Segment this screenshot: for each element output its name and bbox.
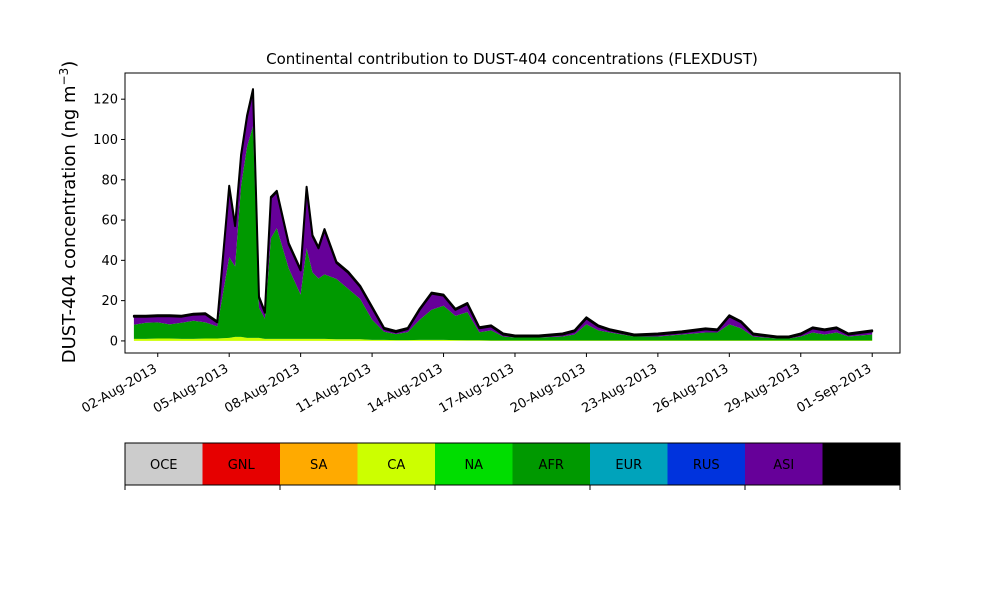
y-tick-label: 0 <box>110 334 118 349</box>
series-area-afr <box>133 126 873 341</box>
series-area-aus <box>132 88 874 339</box>
legend-label-na: NA <box>464 458 483 473</box>
y-tick-label: 100 <box>93 133 118 148</box>
chart-title: Continental contribution to DUST-404 con… <box>266 50 758 68</box>
legend-label-asi: ASI <box>773 458 794 473</box>
x-tick-label: 01-Sep-2013 <box>794 361 874 416</box>
legend-label-aus: AUS <box>848 458 875 473</box>
x-tick-label: 29-Aug-2013 <box>722 361 802 416</box>
y-axis-label-text: DUST-404 concentration (ng m <box>59 85 80 363</box>
y-tick-label: 80 <box>101 173 118 188</box>
legend-swatch-eur <box>590 443 668 485</box>
area-layers <box>132 88 874 341</box>
legend-label-rus: RUS <box>693 458 720 473</box>
x-tick-label: 11-Aug-2013 <box>294 361 374 416</box>
y-axis-label: DUST-404 concentration (ng m−3) <box>57 61 80 364</box>
y-tick-label: 20 <box>101 294 118 309</box>
series-area-ca <box>133 336 873 341</box>
y-axis-label-unit-exponent: −3 <box>57 68 71 86</box>
legend-label-gnl: GNL <box>228 458 256 473</box>
legend-label-eur: EUR <box>615 458 642 473</box>
y-tick-label: 60 <box>101 214 118 229</box>
x-tick-label: 26-Aug-2013 <box>651 361 731 416</box>
x-tick-label: 08-Aug-2013 <box>222 361 302 416</box>
x-tick-label: 05-Aug-2013 <box>151 361 231 416</box>
legend: OCE GNL SA CA NA AFR EUR RUS ASI AUS <box>124 442 901 490</box>
legend-swatch-oce <box>125 443 203 485</box>
legend-swatch-asi <box>745 443 823 485</box>
y-axis: 0 20 40 60 80 100 120 <box>93 93 125 349</box>
legend-swatch-aus <box>822 443 901 485</box>
x-tick-label: 17-Aug-2013 <box>437 361 517 416</box>
y-tick-label: 40 <box>101 254 118 269</box>
legend-label-oce: OCE <box>150 458 178 473</box>
legend-swatch-ca <box>357 443 436 485</box>
legend-swatch-rus <box>667 443 746 485</box>
x-tick-label: 23-Aug-2013 <box>580 361 660 416</box>
x-tick-label: 14-Aug-2013 <box>365 361 445 416</box>
x-axis: 02-Aug-201305-Aug-201308-Aug-201311-Aug-… <box>79 353 874 417</box>
legend-label-afr: AFR <box>539 458 564 473</box>
legend-frame <box>124 442 901 486</box>
legend-swatch-sa <box>280 443 358 485</box>
legend-swatch-na <box>435 443 513 485</box>
x-tick-label: 02-Aug-2013 <box>79 361 159 416</box>
x-tick-label: 20-Aug-2013 <box>508 361 588 416</box>
legend-swatch-afr <box>512 443 591 485</box>
legend-label-sa: SA <box>310 458 327 473</box>
series-area-asi <box>133 90 873 339</box>
legend-label-ca: CA <box>387 458 405 473</box>
y-tick-label: 120 <box>93 93 118 108</box>
legend-swatch-gnl <box>202 443 281 485</box>
plot-frame <box>124 72 901 354</box>
y-axis-label-end: ) <box>59 61 80 68</box>
